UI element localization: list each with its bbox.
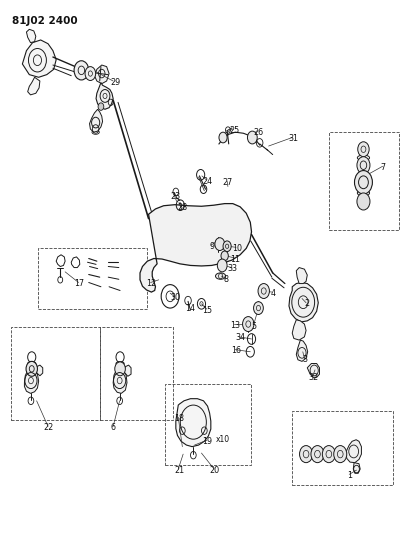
- Text: 12: 12: [147, 279, 156, 288]
- Text: 3: 3: [303, 356, 308, 364]
- Text: 28: 28: [177, 204, 187, 212]
- Circle shape: [221, 251, 228, 261]
- Text: 10: 10: [232, 245, 242, 253]
- Polygon shape: [24, 369, 39, 393]
- Text: 26: 26: [254, 128, 263, 136]
- Text: 11: 11: [230, 255, 240, 263]
- Circle shape: [357, 157, 370, 174]
- Text: 22: 22: [43, 423, 53, 432]
- Polygon shape: [96, 83, 113, 109]
- Text: 5: 5: [252, 322, 257, 330]
- Bar: [329, 132, 399, 230]
- Text: 9: 9: [209, 242, 214, 251]
- Circle shape: [247, 131, 257, 144]
- Text: 19: 19: [203, 437, 212, 446]
- Circle shape: [258, 284, 269, 298]
- Text: 1: 1: [348, 471, 352, 480]
- Polygon shape: [28, 77, 40, 95]
- Bar: [165, 384, 251, 465]
- Text: 21: 21: [174, 466, 184, 474]
- Text: 2: 2: [305, 300, 310, 308]
- Text: 7: 7: [380, 164, 385, 172]
- Circle shape: [243, 317, 254, 332]
- Polygon shape: [289, 282, 318, 322]
- Text: 29: 29: [111, 78, 121, 87]
- Polygon shape: [140, 204, 252, 292]
- Text: 25: 25: [229, 126, 239, 135]
- Text: 31: 31: [288, 134, 298, 143]
- Bar: [100, 327, 173, 420]
- Circle shape: [254, 302, 263, 314]
- Circle shape: [354, 171, 372, 194]
- Polygon shape: [113, 368, 127, 393]
- Bar: [11, 327, 100, 420]
- Polygon shape: [94, 65, 109, 84]
- Circle shape: [115, 362, 125, 376]
- Text: 18: 18: [174, 414, 184, 423]
- Polygon shape: [296, 268, 307, 284]
- Bar: [38, 248, 147, 309]
- Text: 17: 17: [74, 279, 84, 288]
- Polygon shape: [35, 365, 43, 376]
- Polygon shape: [353, 463, 360, 473]
- Circle shape: [74, 61, 89, 80]
- Text: 13: 13: [230, 321, 240, 329]
- Text: 20: 20: [210, 466, 220, 474]
- Circle shape: [215, 238, 225, 251]
- Polygon shape: [26, 29, 36, 43]
- Circle shape: [300, 446, 313, 463]
- Circle shape: [311, 446, 324, 463]
- Circle shape: [334, 446, 347, 463]
- Text: 32: 32: [309, 373, 318, 382]
- Polygon shape: [307, 364, 319, 377]
- Text: 8: 8: [224, 275, 229, 284]
- Text: 27: 27: [223, 178, 233, 187]
- Text: 30: 30: [170, 293, 180, 302]
- Circle shape: [357, 193, 370, 210]
- Polygon shape: [292, 320, 306, 340]
- Circle shape: [26, 361, 37, 376]
- Circle shape: [223, 241, 231, 252]
- Polygon shape: [22, 40, 56, 77]
- Text: 81J02 2400: 81J02 2400: [12, 16, 78, 26]
- Text: 16: 16: [231, 346, 241, 355]
- Text: 4: 4: [270, 289, 275, 297]
- Text: 34: 34: [235, 334, 245, 342]
- Text: x10: x10: [216, 435, 230, 444]
- Polygon shape: [346, 440, 361, 463]
- Text: 33: 33: [228, 264, 238, 273]
- Text: 6: 6: [111, 424, 116, 432]
- Polygon shape: [176, 399, 211, 447]
- Text: 23: 23: [170, 192, 180, 200]
- Polygon shape: [296, 340, 308, 361]
- Circle shape: [217, 259, 227, 272]
- Polygon shape: [90, 109, 103, 132]
- Circle shape: [219, 132, 227, 143]
- Bar: [292, 411, 393, 485]
- Text: 15: 15: [203, 306, 212, 314]
- Polygon shape: [123, 365, 131, 376]
- Circle shape: [322, 446, 335, 463]
- Ellipse shape: [216, 273, 226, 279]
- Circle shape: [98, 103, 104, 110]
- Text: 24: 24: [203, 177, 212, 185]
- Text: 14: 14: [186, 304, 195, 312]
- Circle shape: [358, 142, 369, 157]
- Circle shape: [85, 67, 96, 80]
